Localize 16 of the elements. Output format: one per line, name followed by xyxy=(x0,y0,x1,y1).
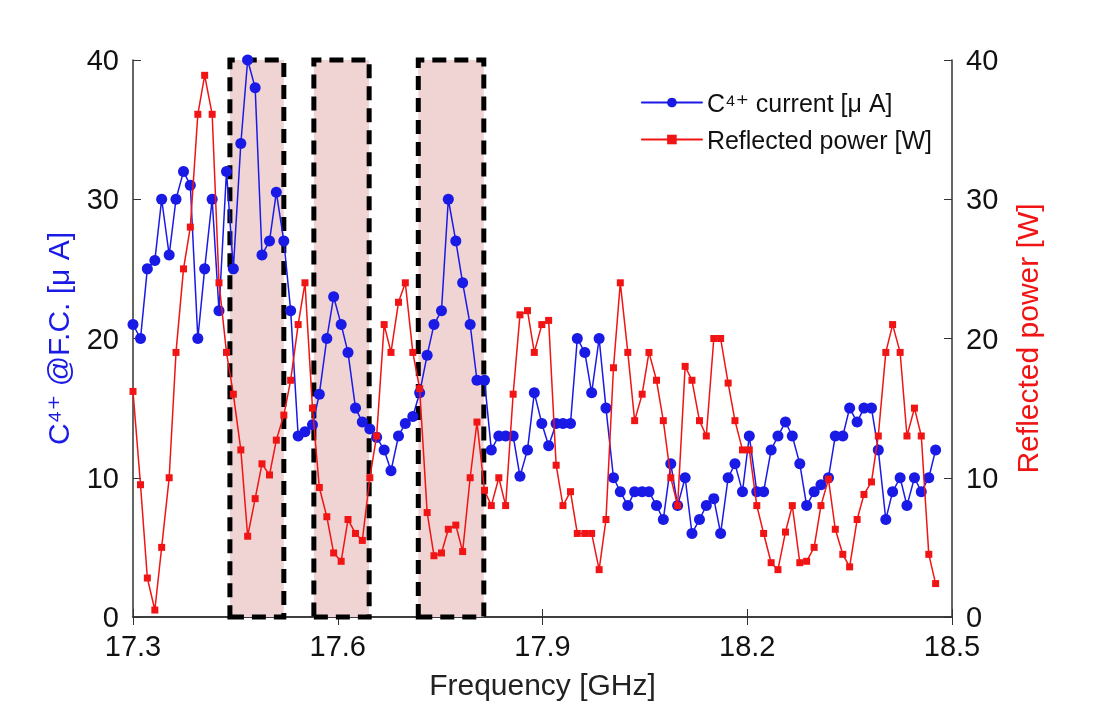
y-axis-title: C⁴⁺ @F.C. [μ A] xyxy=(41,231,75,446)
y2-axis-title: Reflected power [W] xyxy=(1010,203,1044,474)
y-tick-label: 10 xyxy=(86,461,119,494)
x-tick-label: 17.9 xyxy=(514,629,571,662)
y-tick-label: 20 xyxy=(86,322,119,355)
y2-tick-label: 20 xyxy=(966,322,999,355)
y2-tick-label: 10 xyxy=(966,461,999,494)
legend-label: C⁴⁺ current [μ A] xyxy=(706,88,893,117)
y-tick-label: 40 xyxy=(86,44,119,76)
x-tick-label: 17.6 xyxy=(309,629,366,662)
y2-tick-label: 40 xyxy=(966,44,999,76)
y2-tick-label: 30 xyxy=(966,183,999,216)
x-axis-title: Frequency [GHz] xyxy=(429,667,656,701)
legend-label: Reflected power [W] xyxy=(706,125,933,154)
y-tick-label: 30 xyxy=(86,183,119,216)
x-tick-label: 18.2 xyxy=(719,629,776,662)
